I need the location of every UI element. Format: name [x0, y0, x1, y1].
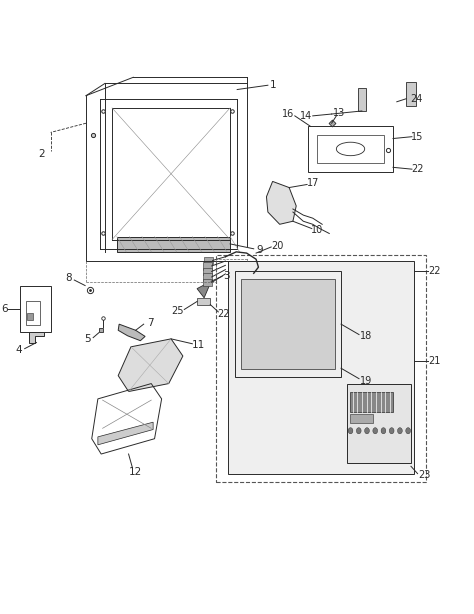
Polygon shape — [117, 236, 230, 252]
Circle shape — [348, 428, 353, 434]
Text: 2: 2 — [38, 149, 45, 159]
Bar — [203, 273, 212, 281]
Text: 13: 13 — [333, 109, 345, 119]
Text: 15: 15 — [411, 131, 424, 142]
Bar — [203, 268, 212, 275]
Bar — [216, 255, 426, 481]
Polygon shape — [29, 332, 44, 343]
Text: 19: 19 — [359, 376, 372, 386]
Text: 20: 20 — [271, 241, 283, 251]
Text: 14: 14 — [300, 111, 312, 121]
Circle shape — [365, 428, 369, 434]
Bar — [203, 262, 212, 270]
Text: 8: 8 — [65, 273, 72, 283]
Polygon shape — [228, 261, 414, 473]
Polygon shape — [98, 422, 153, 445]
Text: 5: 5 — [84, 335, 91, 344]
Bar — [204, 257, 213, 264]
Polygon shape — [266, 181, 296, 224]
Bar — [203, 279, 212, 286]
Bar — [350, 414, 373, 424]
Text: 21: 21 — [428, 356, 440, 366]
Text: 10: 10 — [311, 225, 324, 235]
Circle shape — [389, 428, 394, 434]
Polygon shape — [350, 392, 393, 413]
Text: 22: 22 — [218, 309, 230, 319]
Bar — [26, 301, 40, 325]
Bar — [27, 313, 33, 321]
Text: 6: 6 — [1, 304, 8, 314]
Polygon shape — [241, 279, 336, 370]
Text: 24: 24 — [410, 94, 423, 104]
Polygon shape — [197, 281, 211, 298]
Text: 16: 16 — [282, 109, 294, 119]
Text: 22: 22 — [428, 266, 440, 276]
Text: 4: 4 — [16, 346, 22, 356]
Circle shape — [398, 428, 402, 434]
Text: 22: 22 — [411, 164, 424, 174]
Text: 25: 25 — [172, 306, 184, 316]
Bar — [406, 82, 416, 106]
Polygon shape — [118, 324, 145, 341]
Bar — [197, 298, 210, 305]
Circle shape — [356, 428, 361, 434]
Text: 11: 11 — [192, 340, 205, 350]
Text: 17: 17 — [307, 178, 319, 188]
Polygon shape — [118, 339, 183, 392]
Bar — [20, 286, 51, 332]
Circle shape — [406, 428, 410, 434]
Circle shape — [381, 428, 386, 434]
Text: 1: 1 — [270, 80, 276, 90]
Polygon shape — [347, 384, 411, 463]
Text: 9: 9 — [256, 245, 263, 255]
Bar — [357, 88, 366, 111]
Text: 7: 7 — [147, 318, 154, 328]
Text: 12: 12 — [128, 467, 142, 478]
Text: 3: 3 — [223, 271, 230, 281]
Text: 23: 23 — [418, 470, 430, 481]
Text: 18: 18 — [359, 332, 372, 341]
Circle shape — [373, 428, 378, 434]
